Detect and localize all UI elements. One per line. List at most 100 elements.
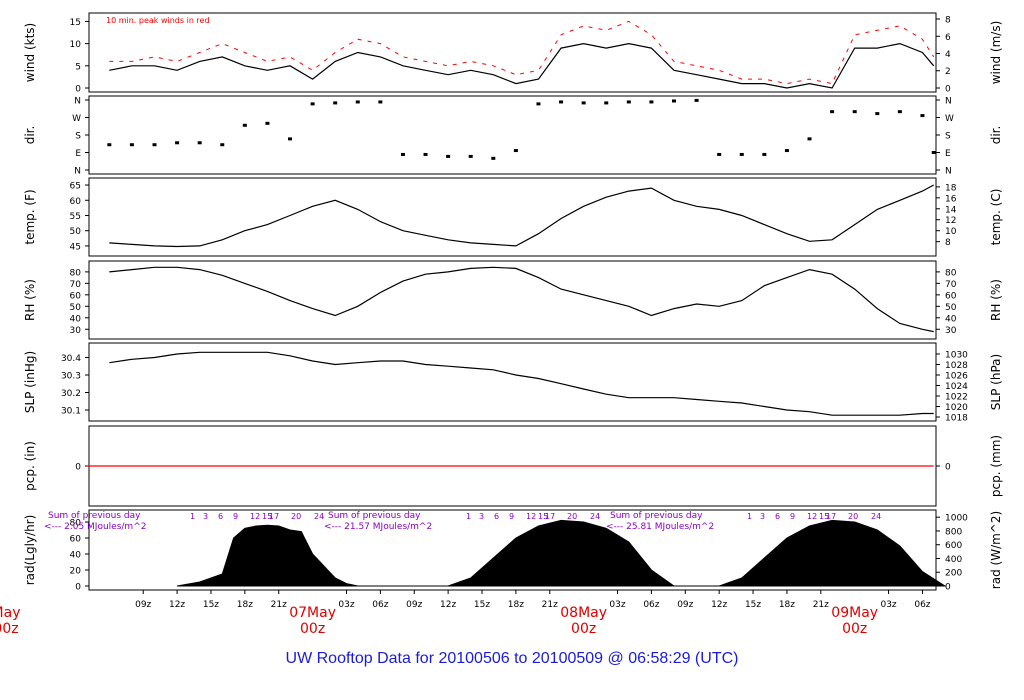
y-tick-label: E — [75, 149, 81, 159]
data-point — [739, 152, 744, 156]
data-point — [649, 100, 654, 104]
radiation-area — [177, 519, 947, 587]
panel-frame-4 — [88, 342, 937, 422]
y-right-tick-label: 400 — [945, 555, 962, 565]
panel-frame-2 — [88, 177, 937, 257]
data-point — [220, 143, 225, 147]
data-point — [197, 141, 202, 145]
y-right-tick-label: 50 — [945, 303, 957, 313]
series-line — [109, 42, 935, 89]
hour-marker: 1 — [747, 512, 752, 521]
data-point — [920, 114, 925, 118]
radiation-sum-value: <--- 21.57 MJoules/m^2 — [324, 522, 432, 532]
data-point — [604, 101, 609, 105]
data-point — [807, 137, 812, 141]
day-label-time: 00z — [300, 621, 325, 637]
hour-marker: 6 — [775, 512, 780, 521]
x-tick-label: 18z — [237, 600, 253, 610]
y-axis-label: dir. — [23, 126, 37, 145]
y-right-tick-label: 80 — [945, 268, 957, 278]
day-label-time: 00z — [842, 621, 867, 637]
y-right-axis-label: rad (W/m^2) — [989, 511, 1003, 589]
hour-marker: 6 — [218, 512, 223, 521]
y-tick-label: 0 — [75, 583, 81, 593]
series-line — [109, 351, 934, 416]
data-point — [784, 149, 789, 153]
hour-marker: 17 — [269, 512, 279, 521]
peak-wind-note: 10 min. peak winds in red — [106, 16, 210, 25]
y-tick-label: 30 — [70, 326, 82, 336]
y-right-tick-label: N — [945, 97, 952, 107]
hour-marker: 9 — [233, 512, 238, 521]
data-point — [762, 152, 767, 156]
y-tick-label: 15 — [70, 18, 81, 28]
y-axis-label: SLP (inHg) — [23, 351, 37, 413]
hour-marker: 9 — [509, 512, 514, 521]
y-tick-label: 0 — [75, 463, 81, 473]
data-point — [310, 102, 315, 106]
y-right-axis-label: wind (m/s) — [989, 21, 1003, 85]
y-tick-label: 60 — [70, 197, 82, 207]
y-right-tick-label: S — [945, 132, 951, 142]
y-right-tick-label: N — [945, 167, 952, 177]
y-right-tick-label: 1026 — [945, 372, 968, 382]
hour-marker: 12 — [807, 512, 817, 521]
y-tick-label: 40 — [70, 314, 82, 324]
data-point — [491, 156, 496, 160]
panel-frame-6 — [88, 509, 937, 591]
data-point — [717, 152, 722, 156]
x-tick-label: 12z — [440, 600, 456, 610]
y-right-tick-label: 1024 — [945, 382, 968, 392]
hour-marker: 20 — [567, 512, 577, 521]
data-point — [513, 149, 518, 153]
y-right-axis-label: SLP (hPa) — [989, 354, 1003, 410]
data-point — [468, 154, 473, 158]
y-right-tick-label: 60 — [945, 291, 957, 301]
y-tick-label: 5 — [75, 62, 81, 72]
y-tick-label: 60 — [70, 535, 82, 545]
y-right-tick-label: 18 — [945, 183, 957, 193]
y-right-tick-label: 1000 — [945, 514, 968, 524]
data-point — [288, 137, 293, 141]
y-right-tick-label: 70 — [945, 280, 957, 290]
y-axis-label: temp. (F) — [23, 189, 37, 244]
data-point — [175, 141, 180, 145]
x-tick-label: 18z — [508, 600, 524, 610]
y-right-tick-label: E — [945, 149, 951, 159]
y-right-tick-label: 8 — [945, 238, 951, 248]
day-label: 07May — [289, 605, 336, 621]
data-point — [559, 100, 564, 104]
y-right-axis-label: RH (%) — [989, 279, 1003, 321]
hour-marker: 24 — [871, 512, 881, 521]
x-tick-label: 09z — [677, 600, 693, 610]
y-tick-label: 55 — [70, 212, 81, 222]
y-tick-label: 45 — [70, 242, 81, 252]
hour-marker: 20 — [848, 512, 858, 521]
x-tick-label: 15z — [203, 600, 219, 610]
data-point — [581, 101, 586, 105]
data-point — [875, 112, 880, 116]
y-axis-label: RH (%) — [23, 279, 37, 321]
data-point — [400, 152, 405, 156]
y-tick-label: 70 — [70, 280, 82, 290]
hour-marker: 15 — [819, 512, 829, 521]
data-point — [355, 100, 360, 104]
data-point — [423, 152, 428, 156]
y-tick-label: 30.4 — [61, 354, 81, 364]
y-tick-label: 30.2 — [61, 389, 81, 399]
y-tick-label: 60 — [70, 291, 82, 301]
x-tick-label: 21z — [271, 600, 287, 610]
y-right-tick-label: 1028 — [945, 361, 968, 371]
y-right-tick-label: W — [945, 114, 954, 124]
peak-wind-series — [109, 20, 935, 85]
y-tick-label: S — [75, 132, 81, 142]
x-tick-label: 09z — [406, 600, 422, 610]
y-right-axis-label: dir. — [989, 126, 1003, 145]
y-right-tick-label: 10 — [945, 227, 957, 237]
y-right-tick-label: 1022 — [945, 393, 968, 403]
y-right-tick-label: 6 — [945, 33, 951, 43]
x-tick-label: 12z — [711, 600, 727, 610]
data-point — [129, 143, 134, 147]
day-label: 09May — [831, 605, 878, 621]
y-tick-label: 80 — [70, 268, 82, 278]
